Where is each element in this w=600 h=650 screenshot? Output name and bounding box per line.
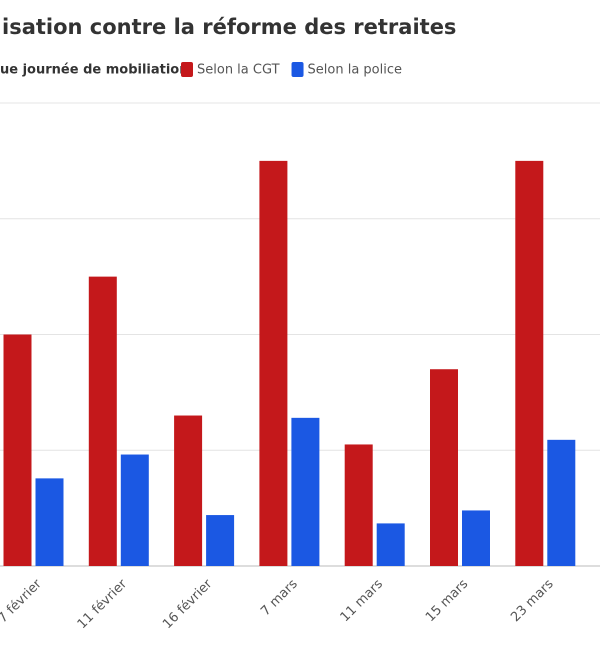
bar [259, 160, 288, 566]
bar [120, 454, 149, 566]
x-tick-label: 11 février [75, 576, 131, 632]
x-tick-label: 7 février [0, 576, 45, 626]
x-tick-label: 15 mars [423, 577, 472, 626]
x-tick-label: 23 mars [508, 577, 557, 626]
bar [35, 478, 64, 566]
bar [430, 369, 458, 566]
bar [291, 417, 320, 566]
bar [376, 523, 405, 566]
x-tick-label: 16 février [160, 576, 216, 632]
bar [174, 415, 203, 566]
legend-swatch [181, 62, 193, 77]
legend-label: Selon la CGT [197, 63, 280, 78]
bar [515, 160, 544, 566]
bar [344, 444, 373, 566]
legend-swatch [291, 62, 304, 77]
x-tick-label: 11 mars [338, 577, 387, 626]
legend-label: Selon la police [308, 63, 402, 78]
bar [206, 515, 235, 566]
bar [547, 439, 576, 566]
chart-title: isation contre la réforme des retraites [2, 15, 456, 39]
bar [3, 334, 32, 566]
bar [88, 276, 117, 566]
bar [462, 510, 490, 566]
x-tick-label: 7 mars [258, 577, 301, 620]
legend-title: ue journée de mobiliation [0, 63, 189, 78]
